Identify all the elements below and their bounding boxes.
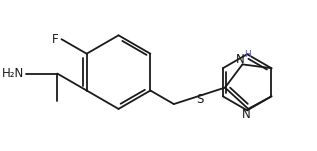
Text: H: H — [244, 50, 251, 59]
Text: H₂N: H₂N — [2, 67, 24, 80]
Text: N: N — [242, 108, 251, 121]
Text: F: F — [52, 33, 59, 46]
Text: N: N — [236, 53, 245, 66]
Text: S: S — [196, 93, 203, 106]
